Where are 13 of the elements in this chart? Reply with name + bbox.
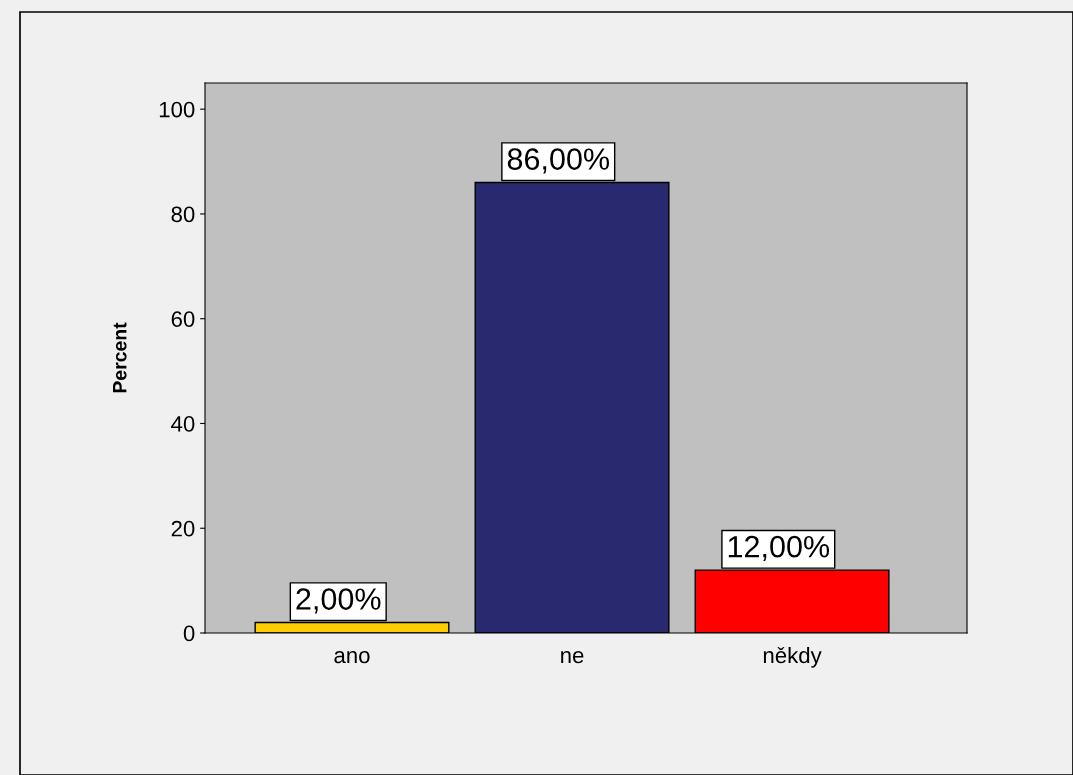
x-tick-label: někdy [763,646,822,668]
data-label: 12,00% [728,535,830,562]
y-tick-label: 20 [171,520,195,537]
y-tick-label: 0 [183,625,195,642]
y-axis-title: Percent [113,322,127,393]
y-tick-label: 60 [171,311,195,327]
x-tick-label: ano [334,651,370,664]
data-label: 2,00% [296,588,381,614]
y-tick-label: 40 [171,416,195,432]
y-tick-label: 100 [159,101,195,118]
x-tick-label: ne [561,651,584,664]
data-label: 86,00% [507,148,610,174]
y-tick-label: 80 [171,206,195,223]
